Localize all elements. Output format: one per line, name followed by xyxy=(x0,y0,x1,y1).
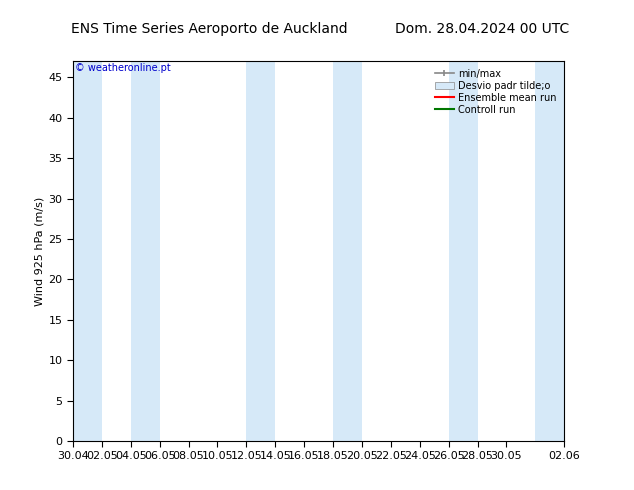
Legend: min/max, Desvio padr tilde;o, Ensemble mean run, Controll run: min/max, Desvio padr tilde;o, Ensemble m… xyxy=(432,66,559,118)
Bar xyxy=(131,61,160,441)
Bar xyxy=(73,61,102,441)
Text: © weatheronline.pt: © weatheronline.pt xyxy=(75,63,171,73)
Y-axis label: Wind 925 hPa (m/s): Wind 925 hPa (m/s) xyxy=(34,196,44,306)
Text: Dom. 28.04.2024 00 UTC: Dom. 28.04.2024 00 UTC xyxy=(395,22,569,36)
Bar xyxy=(333,61,362,441)
Bar xyxy=(247,61,275,441)
Text: ENS Time Series Aeroporto de Auckland: ENS Time Series Aeroporto de Auckland xyxy=(71,22,347,36)
Bar xyxy=(535,61,564,441)
Bar xyxy=(449,61,477,441)
